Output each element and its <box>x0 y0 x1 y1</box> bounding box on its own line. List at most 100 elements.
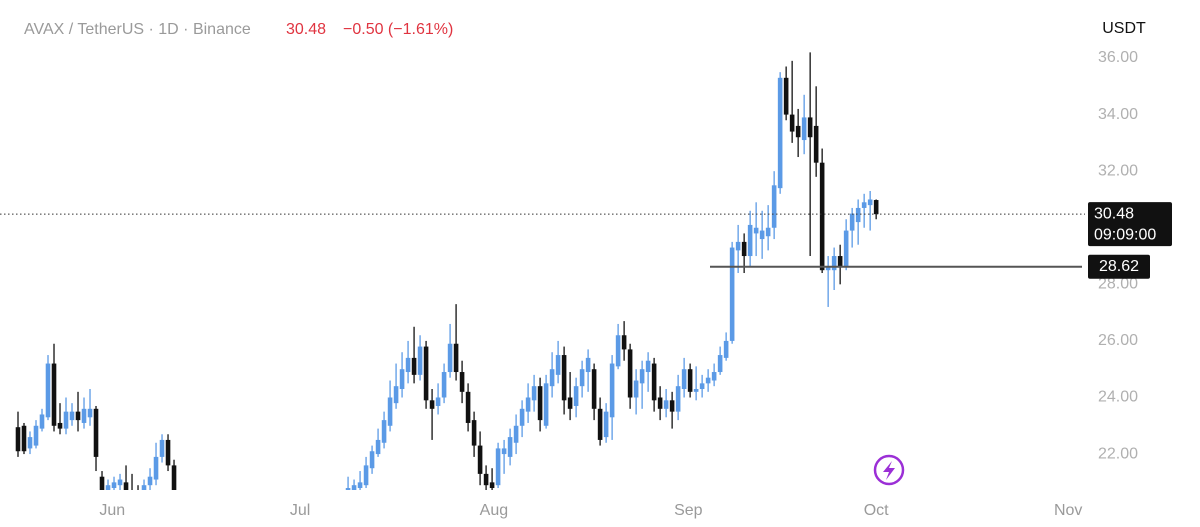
plot-area <box>15 52 879 490</box>
candle-body <box>33 425 39 446</box>
candle-body <box>501 448 507 455</box>
candle-body <box>825 267 831 271</box>
candle-body <box>645 360 651 373</box>
currency-box[interactable] <box>1086 12 1158 46</box>
candle-body <box>711 372 717 381</box>
candle-body <box>171 465 177 490</box>
candle-body <box>69 411 75 421</box>
candle-body <box>573 386 579 406</box>
candle-body <box>765 227 771 237</box>
candle-body <box>789 114 795 132</box>
candle-body <box>381 420 387 443</box>
candle-body <box>495 448 501 486</box>
x-tick-label: Nov <box>1054 502 1082 519</box>
candle-body <box>729 247 735 341</box>
candle-body <box>807 117 813 138</box>
candle-body <box>45 363 51 418</box>
candle-body <box>537 386 543 421</box>
candle-body <box>75 411 81 421</box>
candle-body <box>609 363 615 418</box>
candle-body <box>405 357 411 373</box>
candle-body <box>363 465 369 486</box>
candle-body <box>597 408 603 440</box>
y-tick-label: 32.00 <box>1098 162 1138 179</box>
last-price-label: 30.48 <box>1094 205 1134 222</box>
candle-body <box>111 482 117 489</box>
candle-body <box>579 369 585 387</box>
last-price-box <box>1088 202 1172 247</box>
candle-body <box>471 420 477 446</box>
candle-body <box>687 369 693 392</box>
candle-body <box>519 408 525 426</box>
price-change: −0.50 (−1.61%) <box>343 21 453 38</box>
candle-body <box>627 349 633 398</box>
y-tick-label: 22.00 <box>1098 445 1138 462</box>
candle-body <box>507 437 513 457</box>
lightning-icon[interactable] <box>873 454 905 486</box>
candle-body <box>81 408 87 423</box>
candle-body <box>525 397 531 412</box>
candle-body <box>543 383 549 426</box>
candle-body <box>819 162 825 271</box>
candle-body <box>483 473 489 486</box>
candle-body <box>147 476 153 486</box>
candle-body <box>159 439 165 457</box>
candle-body <box>735 241 741 251</box>
x-tick-label: Oct <box>864 502 889 519</box>
candle-body <box>435 397 441 406</box>
y-tick-label: 26.00 <box>1098 332 1138 349</box>
candle-body <box>357 482 363 489</box>
candle-body <box>747 224 753 257</box>
candle-body <box>531 386 537 401</box>
candle-body <box>141 485 147 490</box>
candle-body <box>759 230 765 240</box>
candle-body <box>873 200 879 215</box>
candle-body <box>651 363 657 401</box>
candle-body <box>477 445 483 474</box>
candle-body <box>489 482 495 489</box>
candle-body <box>813 125 819 163</box>
candle-body <box>741 241 747 257</box>
y-tick-label: 24.00 <box>1098 389 1138 406</box>
candle-body <box>51 363 57 426</box>
candle-body <box>831 256 837 271</box>
candle-body <box>783 77 789 115</box>
candle-body <box>663 400 669 409</box>
candle-body <box>555 355 561 375</box>
x-tick-label: Sep <box>674 502 703 519</box>
candle-body <box>639 369 645 384</box>
candle-body <box>801 117 807 141</box>
candle-body <box>693 389 699 392</box>
candle-body <box>429 400 435 409</box>
candle-body <box>699 383 705 390</box>
candle-body <box>87 408 93 418</box>
candle-body <box>399 369 405 390</box>
candle-body <box>861 202 867 208</box>
countdown: 09:09:00 <box>1094 226 1156 243</box>
candle-body <box>837 256 843 268</box>
candle-body <box>603 411 609 438</box>
candle-body <box>621 335 627 350</box>
candle-body <box>63 411 69 429</box>
candle-body <box>165 439 171 466</box>
currency[interactable]: USDT <box>1102 20 1146 37</box>
candle-body <box>657 397 663 409</box>
candle-body <box>105 485 111 490</box>
y-tick-label: 34.00 <box>1098 106 1138 123</box>
candle-body <box>669 400 675 412</box>
candle-body <box>117 479 123 486</box>
candle-body <box>465 391 471 423</box>
x-tick-label: Jul <box>290 502 310 519</box>
candle-body <box>123 482 129 490</box>
candle-body <box>93 408 99 457</box>
candle-body <box>459 372 465 392</box>
last-price: 30.48 <box>286 21 326 38</box>
candle-body <box>717 355 723 373</box>
candle-body <box>423 346 429 401</box>
candle-body <box>393 386 399 404</box>
candle-body <box>411 357 417 375</box>
candle-body <box>99 476 105 490</box>
candle-body <box>795 125 801 138</box>
y-tick-label: 36.00 <box>1098 49 1138 66</box>
candle-body <box>39 414 45 429</box>
